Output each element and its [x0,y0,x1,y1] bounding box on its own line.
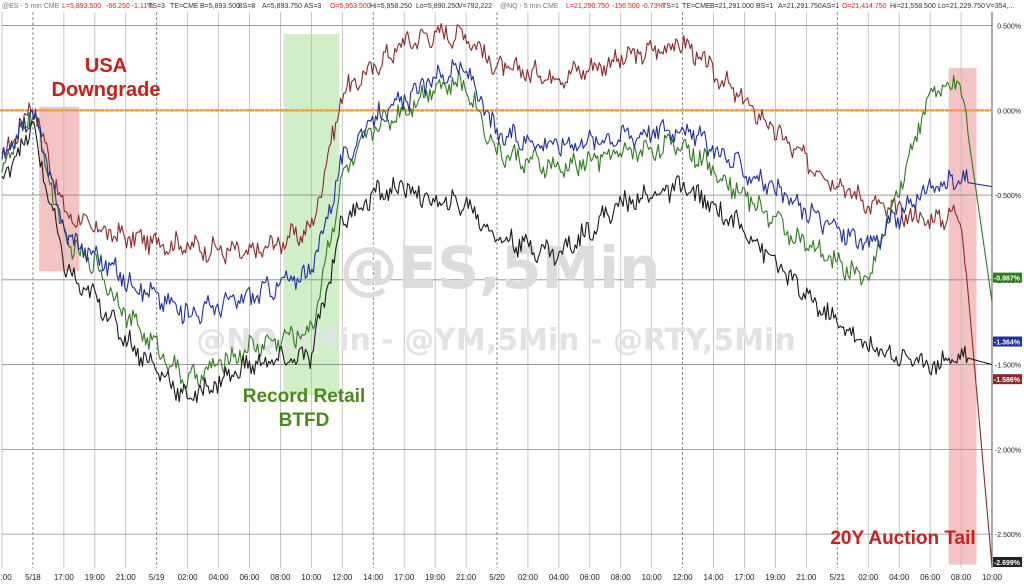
x-tick-label: 17:00 [734,573,755,582]
x-tick-label: 19:00 [85,573,106,582]
x-tick-label: 17:00 [394,573,415,582]
header-right-bs: BS=1 [756,3,773,10]
last-value-badge-nq [993,336,1022,347]
x-tick-label: 12:00 [332,573,353,582]
x-axis: 11:00 5/18 17:00 19:00 21:00 5/19 02:00 04:00 06… [0,573,1003,582]
header-left-last: L=5,893.500 [62,3,101,10]
last-value-badge-ym [993,557,1022,567]
x-tick-label: 17:00 [54,573,75,582]
x-tick-label: 5/20 [489,573,505,582]
header-right-last: L=21,290.750 [566,3,609,10]
header-left-as: AS=3 [304,3,321,10]
series-line-nq [1,59,993,325]
x-tick-label: 06:00 [239,573,260,582]
x-tick-label: 10:00 [301,573,322,582]
highlight-zones [39,34,977,565]
header-left-prefix: @ES - 5 min CME [2,3,60,10]
watermark-main: @ES,5Min [340,234,661,302]
y-tick-label: -0.500% [995,193,1021,200]
header-left-ask: A=5,893.750 [262,3,302,10]
annotation-retail-line2: BTFD [279,410,330,431]
last-value-badge-es [993,272,1022,283]
x-tick-label: 08:00 [951,573,972,582]
header-left-exchange: TE=CME [170,3,199,10]
x-tick-label: 14:00 [704,573,725,582]
header-right-ask: A=21,291.750 [778,3,822,10]
auction-zone [948,67,977,565]
header-right-hi: Hi=21,558.500 [890,3,936,10]
x-tick-label: 12:00 [673,573,694,582]
last-value-badge-rty [993,374,1022,385]
header-right-vol: V=354,... [986,3,1014,10]
series-lines [1,22,993,567]
x-tick-label: 19:00 [765,573,786,582]
x-tick-label: 5/19 [149,573,165,582]
annotation-downgrade-line2: Downgrade [52,79,161,101]
x-tick-label: 04:00 [209,573,230,582]
header-left-hi: Hi=5,958.250 [370,3,412,10]
header-right-as: AS=1 [822,3,839,10]
x-tick-label: 14:00 [363,573,384,582]
x-tick-label: 21:00 [116,573,137,582]
x-tick-label: 04:00 [889,573,910,582]
annotation-downgrade-line1: USA [85,55,127,77]
x-tick-label: 02:00 [858,573,879,582]
header-left-bs: BS=8 [238,3,255,10]
header-right-lo: Lo=21,229.750 [938,3,985,10]
header-right-ts: TS=1 [662,3,679,10]
y-tick-label: -1.500% [995,363,1021,370]
watermark-sub: @NQ,5Min - @YM,5Min - @RTY,5Min [196,323,795,358]
y-tick-label: -2.000% [995,447,1021,454]
x-tick-label: 02:00 [178,573,199,582]
header-left-bid: B=5,893.500 [200,3,240,10]
x-tick-label: 02:00 [518,573,539,582]
last-value-label-es: -0.987% [994,276,1021,283]
header-right-exchange: TE=CME [682,3,711,10]
x-tick-label: 5/21 [830,573,846,582]
header-right-bid: B=21,291.000 [710,3,754,10]
last-value-badges: -0.987% -1.364% -1.586% -2.699% [993,272,1022,567]
header-right-open: O=21,414.750 [842,3,887,10]
x-tick-label: 08:00 [270,573,291,582]
x-tick-label: 10:00 [642,573,663,582]
x-tick-label: 11:00 [0,573,12,582]
x-tick-label: 10:00 [982,573,1003,582]
x-tick-label: 06:00 [920,573,941,582]
header-left-lo: Lo=5,890.250 [416,3,459,10]
x-tick-label: 08:00 [611,573,632,582]
header-left-vol: V=792,222 [458,3,492,10]
series-line-rty [1,70,993,391]
header-bar: @ES - 5 min CME L=5,893.500 -66.250 -1.1… [2,3,1014,10]
last-value-label-rty: -1.586% [994,377,1021,384]
header-right-prefix: @NQ - 5 min CME [500,3,559,10]
downgrade-zone [39,106,80,272]
x-tick-label: 21:00 [456,573,477,582]
header-right-change: -156.500 -0.73% [612,3,664,10]
last-value-label-ym: -2.699% [994,560,1021,567]
x-tick-label: 06:00 [580,573,601,582]
annotation-retail-line1: Record Retail [243,386,365,407]
series-line-ym [1,22,993,567]
y-tick-label: -2.500% [995,532,1021,539]
annotation-auction: 20Y Auction Tail [830,528,975,549]
x-tick-label: 19:00 [425,573,446,582]
header-left-open: O=5,953.500 [330,3,371,10]
x-tick-label: 04:00 [549,573,570,582]
annotations: USA Downgrade Record Retail BTFD 20Y Auc… [52,55,976,549]
series-line-es [1,120,993,403]
header-left-change: -66.250 -1.11% [106,3,153,10]
x-tick-label: 21:00 [796,573,817,582]
last-value-label-nq: -1.364% [994,340,1021,347]
y-tick-label: 0.500% [997,24,1021,31]
x-tick-label: 5/18 [25,573,41,582]
header-left-ts: TS=3 [148,3,165,10]
y-tick-label: 0.000% [997,108,1021,115]
